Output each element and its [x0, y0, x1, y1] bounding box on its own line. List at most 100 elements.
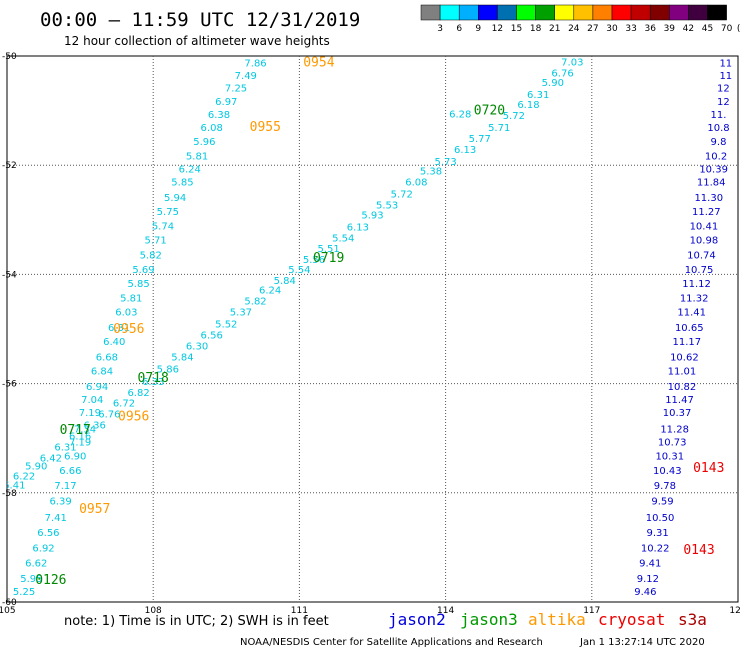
wave-height-value: 5.75: [157, 207, 179, 218]
legend-swatch: [707, 4, 727, 21]
wave-height-value: 5.82: [140, 251, 162, 262]
wave-height-value: 5.84: [274, 276, 296, 287]
wave-height-value: 11.47: [665, 395, 694, 406]
wave-height-value: 6.92: [32, 543, 54, 554]
wave-height-value: 5.74: [152, 221, 174, 232]
wave-height-value: 9.31: [646, 528, 668, 539]
legend-label: 27: [587, 24, 598, 34]
satellite-name: cryosat: [598, 610, 665, 629]
legend-swatch: [669, 4, 689, 21]
wave-height-value: 6.56: [201, 330, 223, 341]
wave-height-value: 5.85: [171, 178, 193, 189]
wave-height-value: 10.82: [668, 382, 697, 393]
wave-height-value: 6.24: [259, 286, 281, 297]
pass-time-label: 0954: [303, 56, 334, 71]
legend-label: 30: [606, 24, 618, 34]
legend-swatch: [649, 4, 670, 21]
wave-height-value: 6.72: [113, 399, 135, 410]
chart-subtitle: 12 hour collection of altimeter wave hei…: [64, 34, 330, 48]
legend-label: 18: [530, 24, 542, 34]
wave-height-value: 6.31: [54, 442, 76, 453]
wave-height-value: 7.19: [79, 408, 101, 419]
wave-height-value: 11.17: [673, 337, 702, 348]
wave-height-value: 5.90: [25, 462, 47, 473]
y-tick-label: -54: [2, 270, 17, 280]
wave-height-value: 9.78: [654, 481, 676, 492]
wave-height-value: 5.81: [186, 151, 208, 162]
wave-height-value: 6.36: [84, 421, 106, 432]
wave-height-value: 6.41: [3, 481, 25, 492]
legend-label: 9: [475, 24, 481, 34]
wave-height-value: 10.65: [675, 323, 704, 334]
legend-swatch: [688, 4, 708, 21]
wave-height-value: 10.98: [690, 235, 719, 246]
wave-height-value: 6.42: [40, 453, 62, 464]
wave-height-value: 5.73: [434, 157, 456, 168]
wave-height-value: 11: [719, 59, 732, 70]
legend-label: 42: [683, 24, 694, 34]
pass-time-label: 0718: [138, 371, 169, 386]
satellite-name: altika: [528, 610, 586, 629]
wave-height-value: 12: [717, 84, 730, 95]
wave-height-value: 5.56: [303, 255, 325, 266]
satellite-name: s3a: [678, 610, 707, 629]
wave-height-value: 6.97: [215, 97, 237, 108]
satellite-name: jason2: [388, 610, 446, 629]
wave-height-value: 7.03: [561, 57, 583, 68]
pass-time-label: 0126: [35, 573, 66, 588]
wave-height-value: 6.13: [454, 145, 476, 156]
wave-height-value: 5.54: [332, 233, 354, 244]
wave-height-value: 6.62: [25, 559, 47, 570]
x-tick-label: 117: [583, 606, 600, 616]
pass-time-label: 0957: [79, 502, 110, 517]
chart-title: 00:00 – 11:59 UTC 12/31/2019: [40, 9, 360, 31]
legend-label: 33: [625, 24, 636, 34]
legend-swatch: [458, 4, 479, 21]
wave-height-value: 11.27: [692, 207, 721, 218]
wave-height-value: 10.39: [699, 164, 728, 175]
wave-height-value: 9.8: [711, 137, 727, 148]
legend-label: 6: [456, 24, 462, 34]
wave-height-value: 6.16: [69, 431, 91, 442]
pass-time-label: 0717: [60, 423, 91, 438]
wave-height-value: 5.72: [391, 190, 413, 201]
wave-height-value: 6.56: [37, 528, 59, 539]
wave-height-value: 6.31: [108, 323, 130, 334]
wave-height-value: 9.12: [637, 574, 659, 585]
wave-height-value: 6.03: [115, 308, 137, 319]
legend-label: 39: [664, 24, 676, 34]
legend-swatch: [630, 4, 651, 21]
x-tick-label: 111: [291, 606, 308, 616]
wave-height-value: 10.75: [685, 265, 714, 276]
pass-time-label: 0143: [693, 461, 724, 476]
y-tick-label: -56: [2, 380, 17, 390]
credit-text: NOAA/NESDIS Center for Satellite Applica…: [240, 637, 543, 648]
wave-height-value: 12: [717, 97, 730, 108]
wave-height-value: 5.82: [244, 297, 266, 308]
data-layer: 7.867.49 7.25 6.97 6.38 6.08 5.96 5.81 6.24 5.85…: [3, 56, 732, 598]
legend-swatch: [439, 4, 460, 21]
wave-height-value: 6.38: [208, 110, 230, 121]
wave-height-value: 6.94: [86, 382, 108, 393]
wave-height-value: 9.46: [634, 587, 656, 598]
legend-swatch: [497, 4, 517, 21]
legend-label: (ft): [737, 24, 740, 34]
wave-height-value: 6.18: [517, 100, 539, 111]
satellite-name: jason3: [460, 610, 518, 629]
y-tick-label: -58: [2, 489, 17, 499]
plot-area: 105108111114117120-50-52-54-56-58-607.86…: [0, 52, 740, 616]
plot-frame: [6, 55, 739, 603]
legend-swatch: [420, 4, 441, 21]
pass-time-label: 0719: [313, 251, 344, 266]
wave-height-value: 7.17: [54, 481, 76, 492]
wave-height-value: 10.74: [687, 251, 716, 262]
legend-swatch: [592, 4, 613, 21]
legend-swatch: [535, 4, 555, 21]
wave-height-value: 6.68: [96, 352, 118, 363]
wave-height-value: 6.28: [449, 109, 471, 120]
wave-height-value: 6.76: [551, 68, 573, 79]
wave-height-value: 6.84: [91, 366, 113, 377]
x-tick-label: 120: [729, 606, 740, 616]
